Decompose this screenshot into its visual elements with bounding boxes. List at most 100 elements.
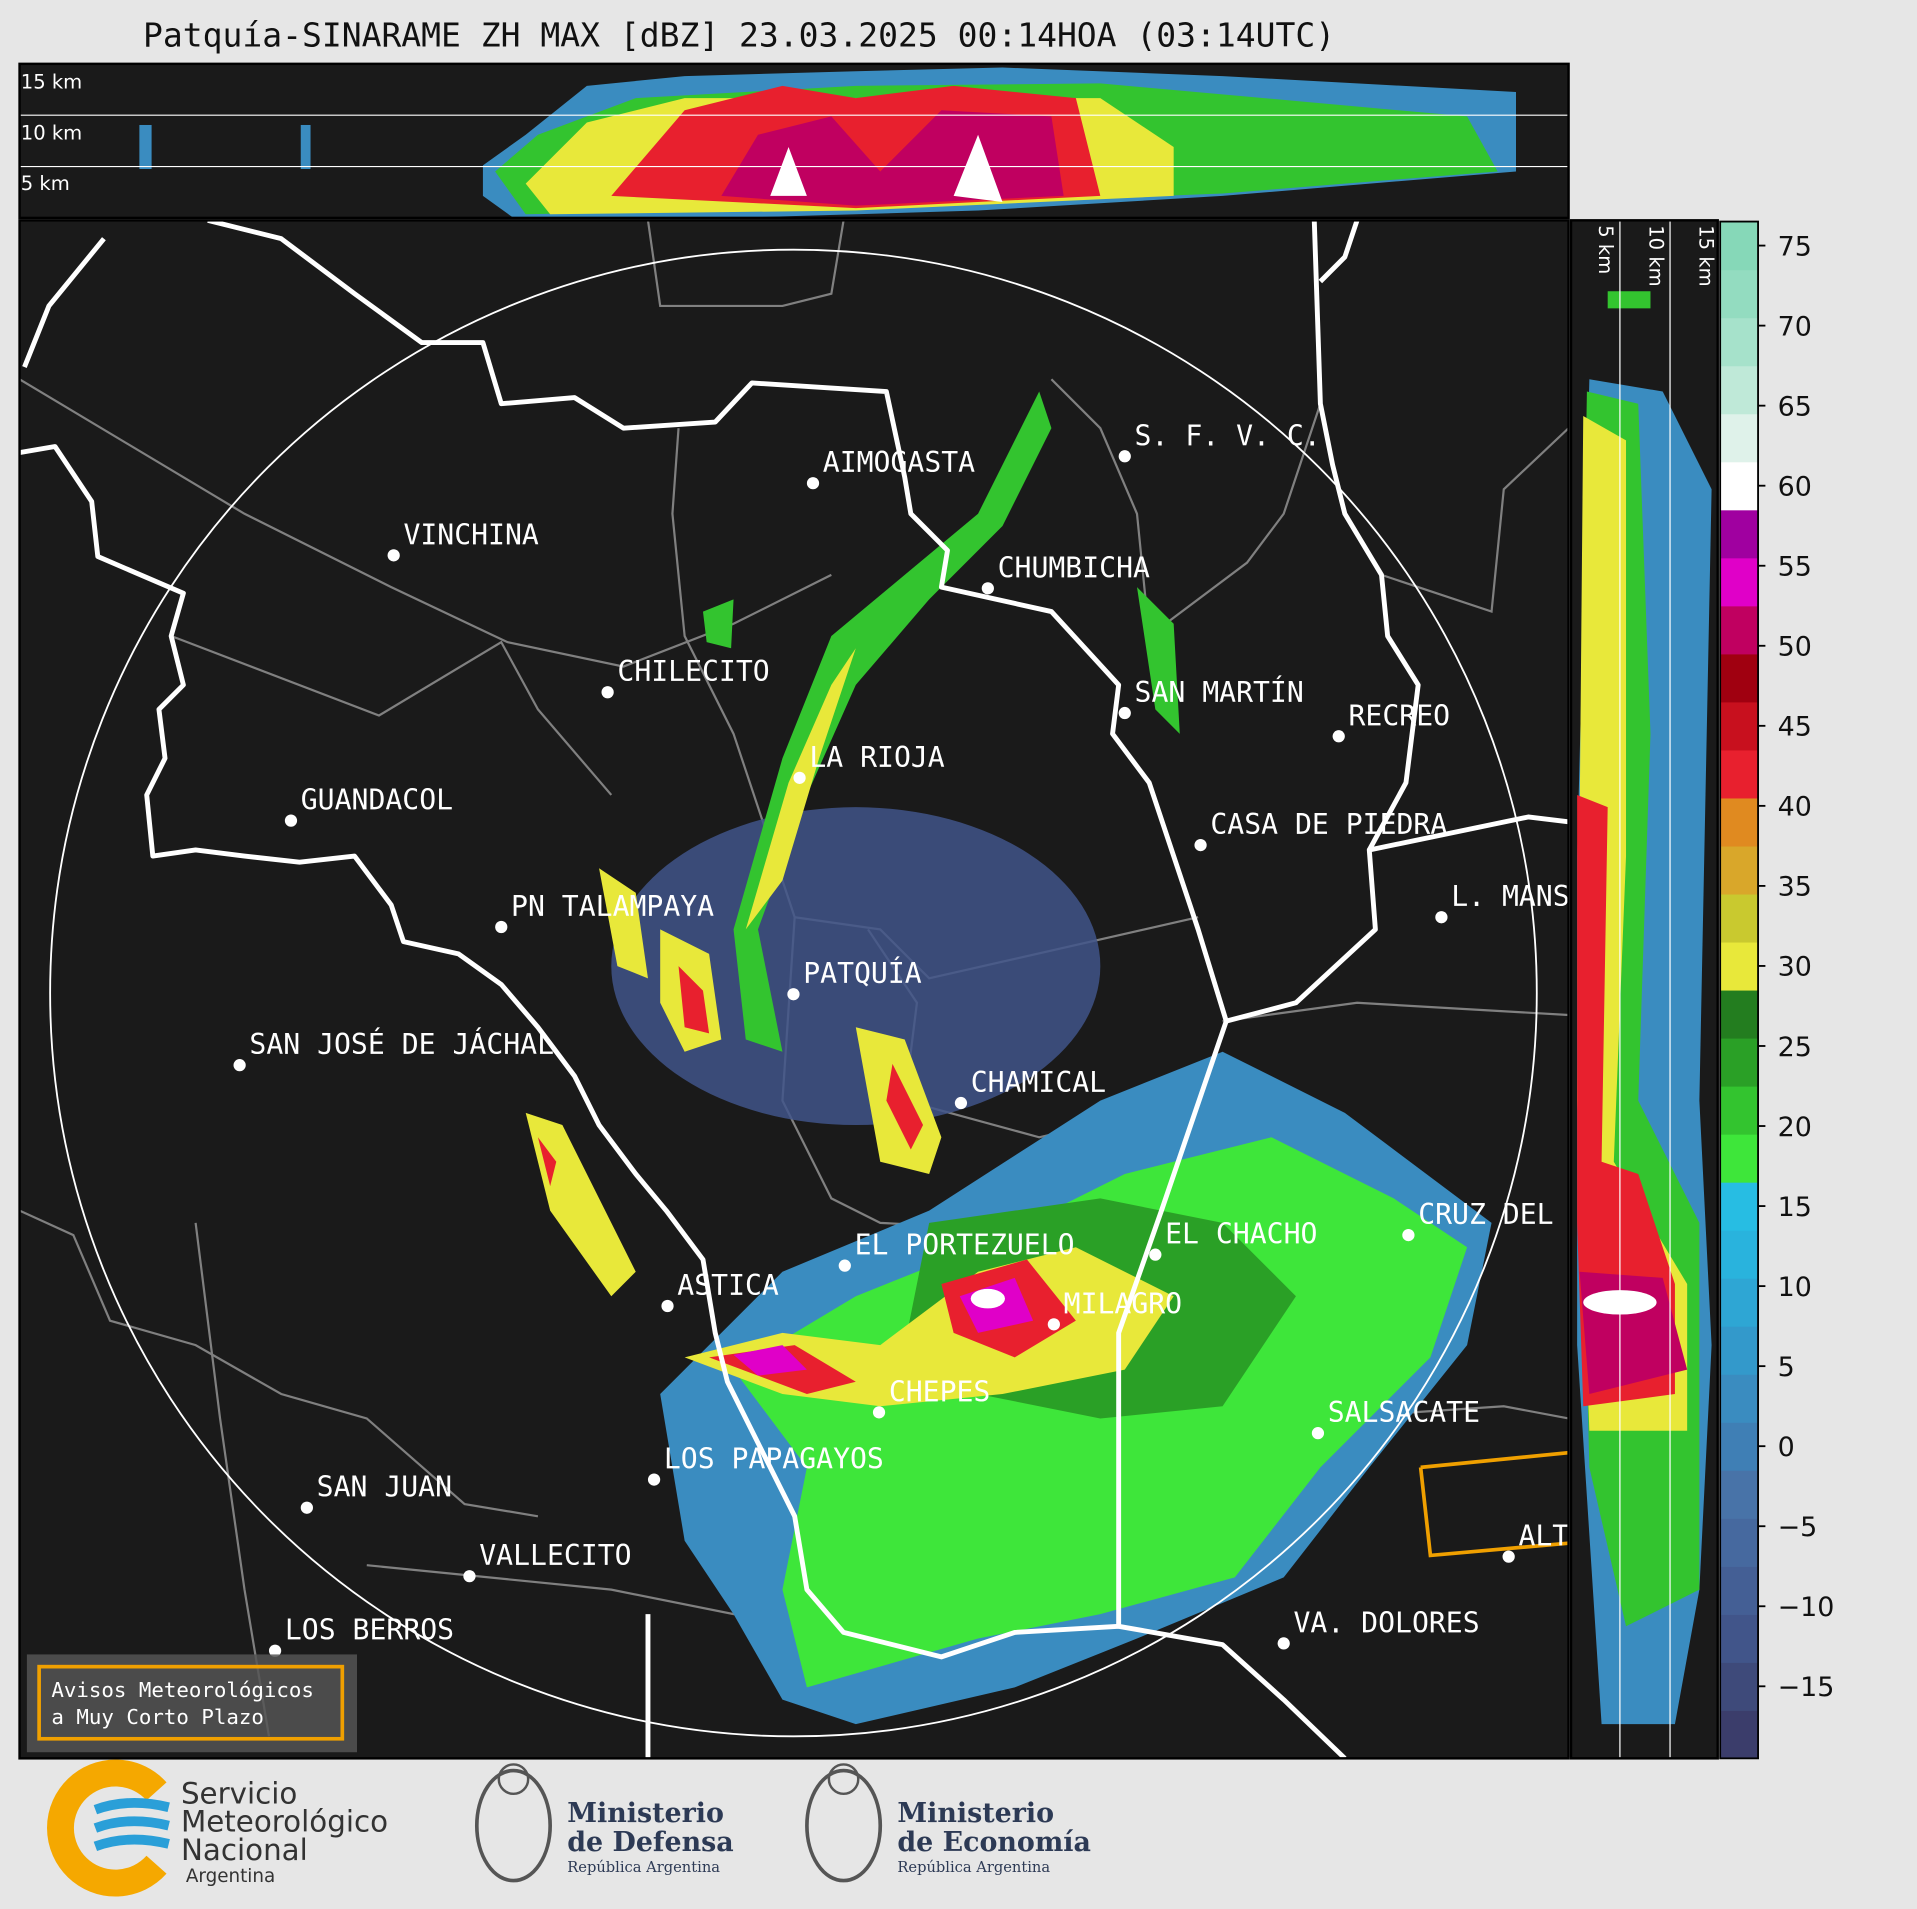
city-marker: [233, 1059, 246, 1072]
city-marker: [1277, 1637, 1290, 1650]
defensa-logo: Ministerio de Defensa República Argentin…: [474, 1763, 734, 1883]
colorbar-segment: [1720, 1278, 1759, 1327]
city-label: CHEPES: [889, 1375, 991, 1408]
city-label: EL CHACHO: [1165, 1218, 1317, 1251]
city-marker: [1435, 911, 1448, 924]
city-marker: [463, 1570, 476, 1583]
colorbar-segment: [1720, 557, 1759, 607]
city-marker: [806, 477, 820, 490]
colorbar-segment: [1720, 893, 1759, 943]
height-label: 10 km: [1644, 225, 1667, 286]
logo-text: de Defensa: [567, 1827, 733, 1858]
colorbar-frame: [1719, 220, 1759, 1760]
city-marker: [1502, 1550, 1515, 1563]
city-marker: [1118, 706, 1131, 720]
city-marker: [495, 920, 508, 934]
colorbar-segment: [1720, 221, 1759, 271]
city-marker: [1194, 838, 1207, 852]
city-marker: [1332, 730, 1345, 743]
province-borders: [19, 220, 1569, 1759]
city-marker: [387, 549, 400, 562]
colorbar-segment: [1720, 1470, 1759, 1519]
colorbar: −15 −10 −5 0 5 10 15 20 25 30 35 40 45 50 55 60 65 70 75: [1719, 220, 1835, 1760]
watermark-frame: [37, 1664, 345, 1741]
colorbar-tick-label: −10: [1778, 1592, 1835, 1623]
city-label: SAN JUAN: [317, 1471, 452, 1504]
city-marker: [1402, 1228, 1415, 1242]
colorbar-tick-label: 75: [1778, 231, 1812, 262]
colorbar-tick-label: 60: [1778, 471, 1812, 502]
colorbar-tick-label: 15: [1778, 1192, 1812, 1223]
colorbar-segment: [1720, 1518, 1759, 1567]
colorbar-segment: [1720, 941, 1759, 991]
warning-area: [1418, 1450, 1569, 1558]
colorbar-tick-label: 45: [1778, 712, 1812, 743]
logo-text: Nacional: [181, 1833, 308, 1867]
colorbar-segment: [1720, 653, 1759, 703]
colorbar-tick-label: −5: [1778, 1512, 1818, 1543]
logo-text: Argentina: [186, 1866, 275, 1887]
city-label: VINCHINA: [403, 518, 538, 551]
height-label: 5 km: [21, 172, 70, 195]
colorbar-tick-label: −15: [1778, 1672, 1835, 1703]
colorbar-segment: [1720, 1662, 1759, 1711]
height-label: 10 km: [21, 122, 82, 145]
colorbar-segment: [1720, 365, 1759, 415]
city-marker: [787, 988, 800, 1001]
colorbar-tick-label: 55: [1778, 552, 1812, 583]
logo-text: Ministerio: [897, 1798, 1054, 1829]
colorbar-tick-label: 40: [1778, 792, 1812, 823]
logo-text: República Argentina: [567, 1859, 720, 1876]
city-marker: [268, 1644, 282, 1657]
colorbar-segment: [1720, 1037, 1759, 1087]
colorbar-tick-label: 50: [1778, 632, 1812, 663]
city-label: SAN JOSÉ DE JÁCHAL: [249, 1027, 554, 1061]
colorbar-tick-label: 65: [1778, 391, 1812, 422]
city-label: CHAMICAL: [971, 1066, 1106, 1099]
colorbar-segment: [1720, 749, 1759, 799]
logo-text: de Economía: [897, 1827, 1091, 1858]
city-label: L. MANS: [1451, 880, 1569, 913]
city-marker: [1047, 1318, 1060, 1331]
colorbar-tick-label: 10: [1778, 1272, 1812, 1303]
city-label: RECREO: [1349, 699, 1451, 732]
city-label: LOS PAPAGAYOS: [664, 1443, 884, 1476]
map: AIMOGASTA S. F. V. C. VINCHINA CHUMBICHA CHI…: [19, 220, 1569, 1759]
city-marker: [981, 582, 994, 595]
city-marker: [954, 1096, 968, 1110]
colorbar-segment: [1720, 1566, 1759, 1615]
city-label: ALT: [1518, 1520, 1569, 1553]
city-label: AIMOGASTA: [823, 446, 975, 479]
city-label: CHILECITO: [617, 655, 769, 688]
colorbar-tick-label: 70: [1778, 311, 1812, 342]
city-label: VA. DOLORES: [1293, 1606, 1479, 1639]
city-label: CASA DE PIEDRA: [1210, 808, 1447, 841]
smn-logo: Servicio Meteorológico Nacional Argentin…: [47, 1759, 388, 1897]
colorbar-tick-label: 20: [1778, 1112, 1812, 1143]
city-label: LOS BERROS: [285, 1614, 454, 1647]
city-label: PN TALAMPAYA: [511, 890, 714, 923]
colorbar-segment: [1720, 1374, 1759, 1423]
colorbar-tick-label: 0: [1778, 1432, 1795, 1463]
city-label: CRUZ DEL: [1418, 1198, 1553, 1231]
colorbar-segment: [1720, 269, 1759, 319]
top-panel: [19, 63, 1569, 218]
city-label: ASTICA: [677, 1269, 779, 1302]
radar-range-ring: [49, 248, 1538, 1738]
city-label: VALLECITO: [479, 1539, 631, 1572]
colorbar-segment: [1720, 1614, 1759, 1663]
city-label: S. F. V. C.: [1135, 419, 1321, 452]
side-panel-frame: [1569, 219, 1719, 1760]
colorbar-segment: [1720, 413, 1759, 463]
colorbar-segment: [1720, 1134, 1759, 1183]
colorbar-tick-label: 5: [1778, 1352, 1795, 1383]
logo-text: Servicio: [181, 1777, 297, 1811]
colorbar-segment: [1720, 1182, 1759, 1231]
city-label: SALSACATE: [1328, 1396, 1480, 1429]
title: Patquía-SINARAME ZH MAX [dBZ] 23.03.2025…: [143, 16, 1335, 55]
height-label: 15 km: [21, 70, 82, 93]
colorbar-segment: [1720, 1710, 1759, 1759]
logo-text: República Argentina: [897, 1859, 1050, 1876]
